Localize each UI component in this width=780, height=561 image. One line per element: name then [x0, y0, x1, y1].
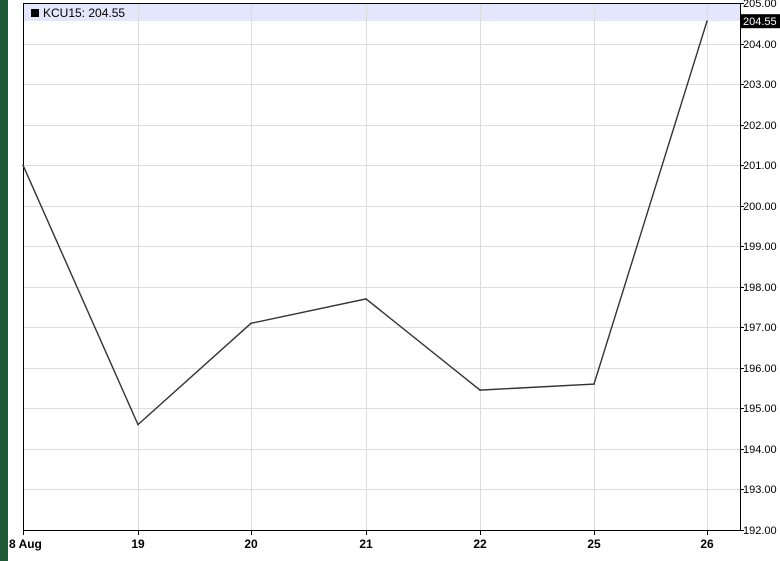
grid-lines: [23, 3, 740, 531]
y-tick-label: 192.00: [743, 525, 777, 537]
data-point: [22, 164, 24, 166]
legend-label: KCU15: 204.55: [43, 6, 125, 20]
data-point: [479, 389, 481, 391]
data-point: [593, 383, 595, 385]
y-tick-label: 201.00: [743, 160, 777, 172]
last-price-box: [741, 14, 780, 29]
x-tick-label: 22: [473, 537, 487, 551]
x-tick-label: 25: [587, 537, 601, 551]
last-price-label: 204.55: [743, 16, 777, 28]
last-price-marker: 204.55: [741, 14, 780, 29]
tick-labels: 192.00 193.00 194.00 195.00 196.00 197.00 198.…: [9, 0, 777, 551]
y-tick-label: 202.00: [743, 120, 777, 132]
y-tick-label: 193.00: [743, 484, 777, 496]
series-line: [22, 20, 708, 426]
series-kcu15: [22, 20, 708, 426]
data-point: [137, 423, 139, 426]
x-tick-label: 19: [131, 537, 145, 551]
left-frame-border: [0, 0, 8, 561]
y-tick-label: 199.00: [743, 241, 777, 253]
legend-swatch: [31, 9, 39, 17]
y-tick-label: 204.00: [743, 39, 777, 51]
legend-band: [23, 3, 740, 21]
y-tick-label: 205.00: [743, 0, 777, 10]
x-tick-label: 20: [244, 537, 258, 551]
y-tick-label: 200.00: [743, 201, 777, 213]
y-tick-label: 203.00: [743, 79, 777, 91]
data-point: [250, 322, 252, 325]
x-tick-label: 26: [700, 537, 714, 551]
y-tick-label: 198.00: [743, 282, 777, 294]
data-point: [365, 298, 367, 300]
y-tick-label: 194.00: [743, 444, 777, 456]
x-tick-label: 8 Aug: [9, 537, 42, 551]
legend: KCU15: 204.55: [31, 6, 125, 20]
data-point: [706, 20, 708, 23]
x-tick-label: 21: [359, 537, 373, 551]
y-tick-label: 196.00: [743, 363, 777, 375]
y-tick-label: 195.00: [743, 403, 777, 415]
y-tick-label: 197.00: [743, 322, 777, 334]
axes: [23, 3, 744, 535]
